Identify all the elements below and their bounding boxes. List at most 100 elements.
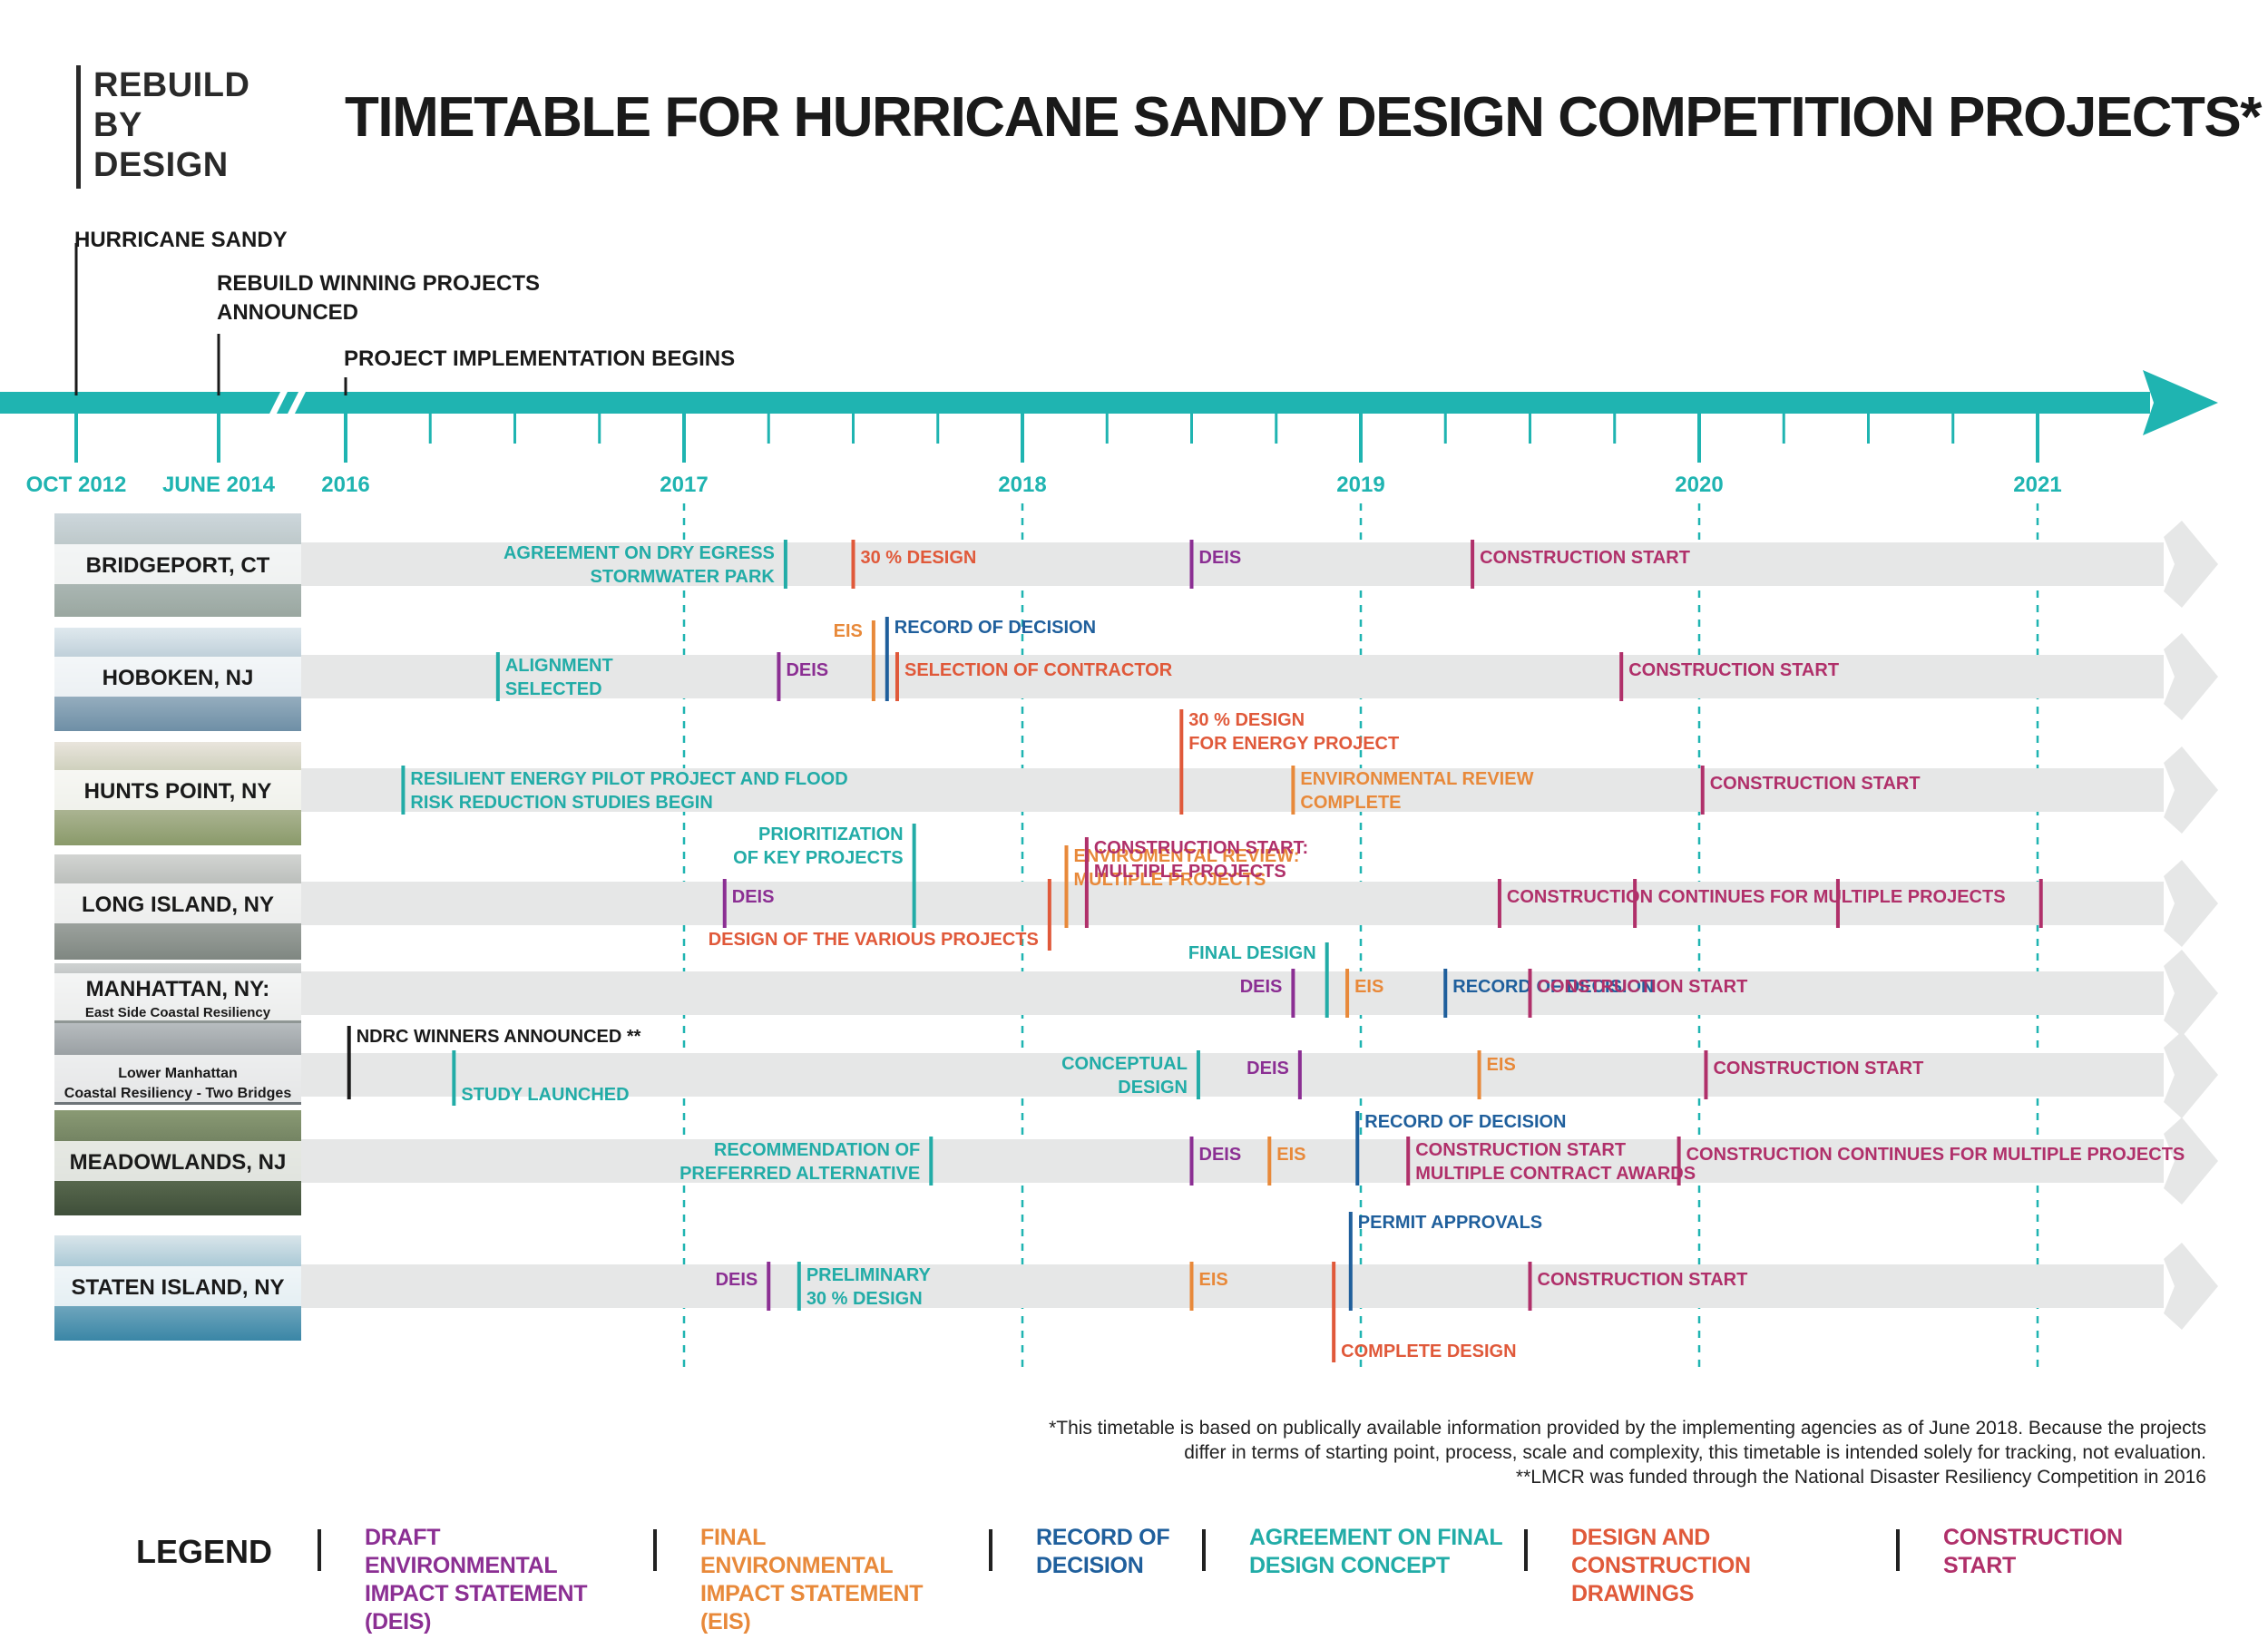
event-label: STUDY LAUNCHED xyxy=(461,1085,629,1105)
axis-tick-label: OCT 2012 xyxy=(26,473,127,497)
project-row-band xyxy=(299,655,2164,698)
event-label: PERMIT APPROVALS xyxy=(1358,1213,1542,1233)
event-label: COMPLETE DESIGN xyxy=(1341,1342,1516,1361)
legend-divider xyxy=(1202,1529,1206,1571)
event-label: EIS xyxy=(1276,1145,1305,1165)
event-label: RECORD OF DECISION xyxy=(1364,1112,1566,1132)
milestone-label: ANNOUNCED xyxy=(217,300,358,325)
legend-divider xyxy=(1524,1529,1528,1571)
legend-item-label: FINAL ENVIRONMENTAL IMPACT STATEMENT (EIS… xyxy=(700,1524,963,1636)
timeline-arrowhead xyxy=(2143,370,2218,435)
project-row-band xyxy=(299,1139,2164,1183)
project-row-arrowhead xyxy=(2164,950,2218,1037)
event-label: CONSTRUCTION START xyxy=(1538,1270,1748,1290)
event-label: CONSTRUCTION START xyxy=(1415,1140,1626,1160)
footnote-line-2: differ in terms of starting point, proce… xyxy=(1184,1442,2206,1463)
event-label: SELECTION OF CONTRACTOR xyxy=(904,660,1173,680)
logo-line-2: BY xyxy=(93,106,142,144)
milestone-label: REBUILD WINNING PROJECTS xyxy=(217,271,540,296)
project-name-backdrop xyxy=(54,770,301,810)
project-name-backdrop xyxy=(54,883,301,923)
project-row: MANHATTAN, NY: East Side Coastal Resilien… xyxy=(54,942,2218,1037)
project-row-band xyxy=(299,542,2164,586)
event-label: DESIGN xyxy=(1118,1078,1188,1098)
project-row: Lower Manhattan Coastal Resiliency - Two … xyxy=(54,1023,2218,1118)
legend-item-label: RECORD OF DECISION xyxy=(1036,1524,1299,1580)
project-row: HOBOKEN, NJ ALIGNMENT SELECTED DEIS EIS RECOR… xyxy=(54,617,2218,731)
project-row-arrowhead xyxy=(2164,860,2218,947)
project-name-backdrop xyxy=(54,544,301,584)
footnote-line-3: **LMCR was funded through the National D… xyxy=(1515,1467,2206,1488)
event-label: SELECTED xyxy=(505,679,602,699)
project-subname: Coastal Resiliency - Two Bridges xyxy=(64,1086,292,1101)
axis-break-mark xyxy=(267,385,290,421)
legend-divider xyxy=(1896,1529,1900,1571)
event-label: ENVIROMENTAL REVIEW: xyxy=(1073,846,1299,866)
project-name: STATEN ISLAND, NY xyxy=(71,1275,284,1300)
project-name-backdrop xyxy=(54,657,301,697)
event-label: EIS xyxy=(1199,1270,1228,1290)
event-label: RECOMMENDATION OF xyxy=(714,1140,920,1160)
event-label: DEIS xyxy=(716,1270,758,1290)
legend-divider xyxy=(989,1529,992,1571)
project-row-band xyxy=(299,882,2164,925)
legend: LEGEND DRAFT ENVIRONMENTAL IMPACT STATEME… xyxy=(0,1524,2268,1634)
event-label: EIS xyxy=(1487,1055,1516,1075)
event-label: DEIS xyxy=(786,660,828,680)
project-row-band xyxy=(299,971,2164,1015)
event-label: ENVIRONMENTAL REVIEW xyxy=(1300,769,1533,789)
project-row: MEADOWLANDS, NJ RECOMMENDATION OF PREFERRE… xyxy=(54,1110,2218,1215)
milestone-label: HURRICANE SANDY xyxy=(74,228,288,252)
legend-title: LEGEND xyxy=(136,1533,273,1570)
event-label: CONSTRUCTION START xyxy=(1538,977,1748,997)
project-row-arrowhead xyxy=(2164,1117,2218,1205)
event-label: PRIORITIZATION xyxy=(758,824,904,844)
project-row-arrowhead xyxy=(2164,521,2218,608)
timeline-axis-bar xyxy=(0,392,2150,414)
axis-tick-label: 2017 xyxy=(660,473,708,497)
legend-label-line: DECISION xyxy=(1036,1553,1144,1578)
event-label: AGREEMENT ON DRY EGRESS xyxy=(503,543,775,563)
project-row-arrowhead xyxy=(2164,1031,2218,1118)
legend-label-line: RECORD OF xyxy=(1036,1525,1170,1550)
event-label: DEIS xyxy=(1199,1145,1242,1165)
legend-label-line: FINAL ENVIRONMENTAL xyxy=(700,1525,894,1578)
event-label: CONSTRUCTION START xyxy=(1628,660,1839,680)
event-label: STORMWATER PARK xyxy=(591,567,776,587)
legend-label-line: IMPACT STATEMENT (EIS) xyxy=(700,1581,924,1634)
event-label: COMPLETE xyxy=(1300,793,1401,813)
project-row: BRIDGEPORT, CT AGREEMENT ON DRY EGRESS STO… xyxy=(54,513,2218,617)
event-label: CONSTRUCTION CONTINUES FOR MULTIPLE PROJ… xyxy=(1686,1145,2185,1165)
project-name: HUNTS POINT, NY xyxy=(84,779,272,804)
legend-label-line: START xyxy=(1943,1553,2016,1578)
event-label: MULTIPLE PROJECTS xyxy=(1073,870,1266,890)
legend-label-line: IMPACT STATEMENT (DEIS) xyxy=(365,1581,588,1634)
page-title: TIMETABLE FOR HURRICANE SANDY DESIGN COM… xyxy=(345,86,2262,149)
legend-item-label: DRAFT ENVIRONMENTAL IMPACT STATEMENT (DEI… xyxy=(365,1524,628,1636)
legend-item-label: CONSTRUCTION START xyxy=(1943,1524,2206,1580)
event-label: PREFERRED ALTERNATIVE xyxy=(679,1164,920,1184)
axis-tick-label: 2018 xyxy=(998,473,1046,497)
event-label: FOR ENERGY PROJECT xyxy=(1188,734,1399,754)
project-name: MANHATTAN, NY: xyxy=(86,977,270,1001)
project-name: Lower Manhattan xyxy=(118,1066,238,1081)
project-name-backdrop xyxy=(54,1266,301,1306)
project-row-arrowhead xyxy=(2164,633,2218,720)
footnote-line-1: *This timetable is based on publically a… xyxy=(1049,1418,2206,1439)
event-label: RECORD OF DECISION xyxy=(894,618,1096,638)
event-label: 30 % DESIGN xyxy=(861,548,977,568)
event-label: EIS xyxy=(1354,977,1383,997)
project-name: LONG ISLAND, NY xyxy=(82,893,274,917)
event-label: 30 % DESIGN xyxy=(807,1289,923,1309)
event-label: EIS xyxy=(834,621,863,641)
project-subname: East Side Coastal Resiliency xyxy=(85,1005,271,1020)
event-label: CONSTRUCTION START xyxy=(1710,774,1921,794)
event-label: CONSTRUCTION START: xyxy=(1094,838,1308,858)
project-name-backdrop xyxy=(54,1055,301,1102)
axis-tick-label: 2021 xyxy=(2013,473,2061,497)
axis-break-mark xyxy=(285,385,308,421)
project-row-arrowhead xyxy=(2164,746,2218,834)
legend-label-line: DRAFT ENVIRONMENTAL xyxy=(365,1525,558,1578)
event-label: MULTIPLE PROJECTS xyxy=(1094,862,1286,882)
project-name: BRIDGEPORT, CT xyxy=(86,553,270,578)
